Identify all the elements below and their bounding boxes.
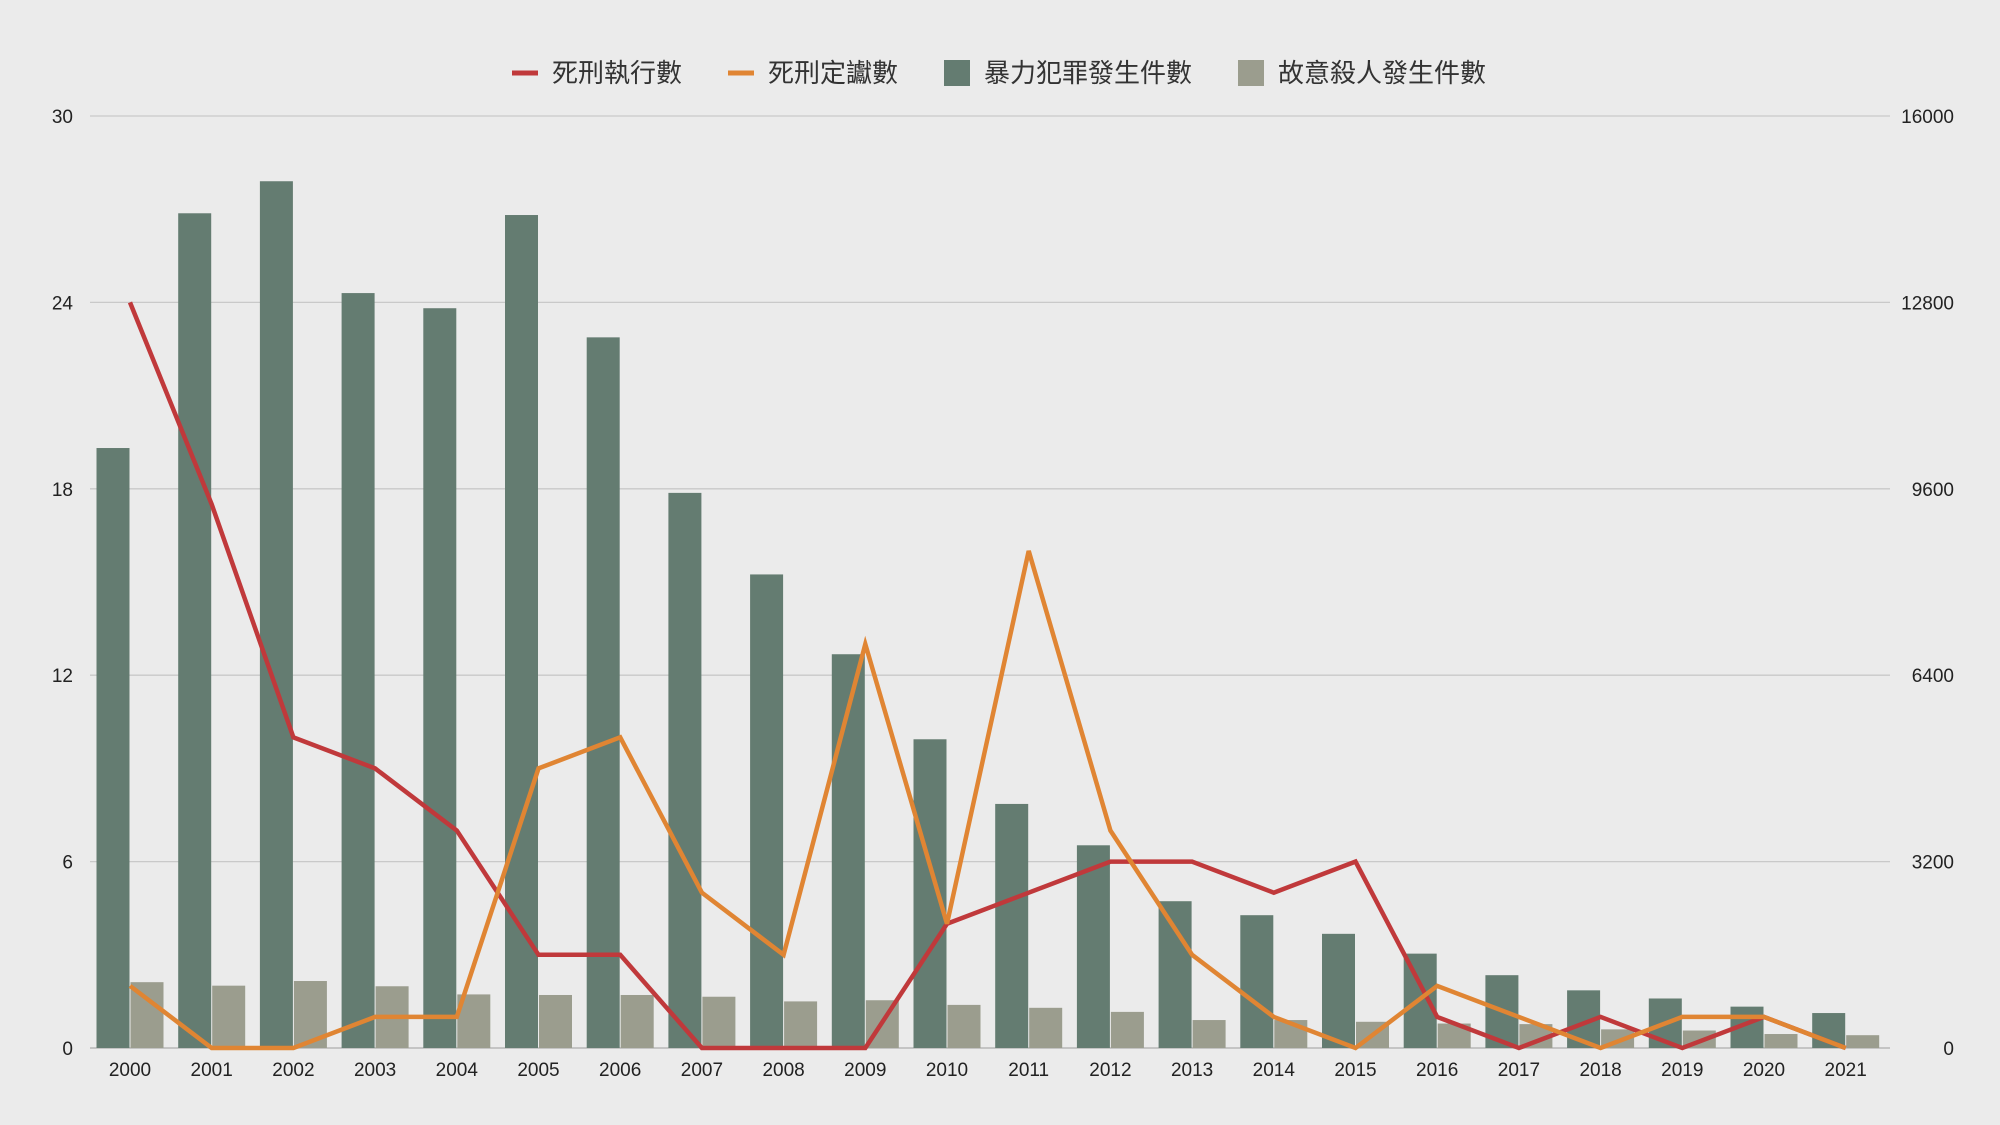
bar-violent-crime (1322, 933, 1355, 1048)
x-tick-label: 2006 (599, 1060, 641, 1081)
chart-lines (127, 301, 1847, 1051)
bar-violent-crime (423, 308, 457, 1049)
bar-homicide (1764, 1034, 1798, 1048)
x-tick-label: 2014 (1253, 1060, 1296, 1081)
bar-homicide (784, 1001, 818, 1048)
bar-homicide (947, 1004, 981, 1048)
y-right-tick-label: 9600 (1912, 480, 1954, 501)
y-right-tick-label: 12800 (1901, 293, 1954, 314)
x-tick-label: 2010 (926, 1060, 968, 1081)
legend-label: 死刑定讞數 (768, 59, 898, 89)
legend-item-violent-crime[interactable]: 暴力犯罪發生件數 (944, 59, 1192, 89)
legend-label: 死刑執行數 (552, 59, 682, 89)
bar-homicide (1029, 1007, 1063, 1048)
y-left-tick-label: 0 (62, 1039, 73, 1060)
y-right-tick-label: 16000 (1901, 107, 1954, 128)
bar-homicide (1846, 1035, 1880, 1048)
chart-bars (96, 181, 1880, 1049)
legend-item-death-sentences[interactable]: 死刑定讞數 (728, 59, 898, 89)
bar-homicide (620, 994, 654, 1048)
bar-homicide (1192, 1020, 1226, 1048)
bar-violent-crime (1076, 845, 1110, 1048)
x-tick-label: 2002 (272, 1060, 314, 1081)
x-tick-label: 2008 (762, 1060, 804, 1081)
legend-label: 暴力犯罪發生件數 (984, 59, 1192, 89)
bar-violent-crime (178, 213, 212, 1049)
x-tick-label: 2013 (1171, 1060, 1213, 1081)
x-tick-label: 2004 (436, 1060, 479, 1081)
bar-violent-crime (341, 293, 375, 1049)
legend-label: 故意殺人發生件數 (1278, 59, 1486, 89)
bar-homicide (1110, 1011, 1144, 1048)
bar-homicide (1519, 1024, 1553, 1048)
bar-violent-crime (586, 337, 620, 1049)
x-tick-label: 2007 (681, 1060, 723, 1081)
y-left-tick-label: 18 (52, 480, 73, 501)
x-tick-label: 2018 (1579, 1060, 1621, 1081)
x-tick-label: 2009 (844, 1060, 886, 1081)
bar-violent-crime (1240, 915, 1274, 1048)
bar-homicide (539, 994, 572, 1048)
y-left-tick-label: 6 (62, 853, 73, 874)
bar-violent-crime (96, 448, 130, 1048)
legend-box-marker (1238, 60, 1264, 86)
bar-violent-crime (750, 574, 784, 1048)
y-left-tick-label: 24 (52, 293, 74, 314)
bar-violent-crime (1158, 901, 1192, 1048)
chart-legend: 死刑執行數 死刑定讞數 暴力犯罪發生件數 故意殺人發生件數 (512, 59, 1486, 89)
x-tick-label: 2019 (1661, 1060, 1703, 1081)
x-tick-label: 2003 (354, 1060, 396, 1081)
legend-item-executions[interactable]: 死刑執行數 (512, 59, 682, 89)
bar-homicide (212, 985, 246, 1048)
x-tick-label: 2020 (1743, 1060, 1785, 1081)
chart-axes: 0 6 12 18 24 30 0 3200 6400 9600 12800 16000 2000 200… (52, 107, 1954, 1081)
y-left-tick-label: 30 (52, 107, 73, 128)
bar-violent-crime (831, 654, 865, 1048)
legend-box-marker (944, 60, 970, 86)
bar-violent-crime (913, 739, 947, 1048)
y-right-tick-label: 0 (1943, 1039, 1954, 1060)
bar-violent-crime (668, 492, 702, 1048)
bar-violent-crime (505, 215, 538, 1048)
line-death-sentences (128, 550, 1847, 1051)
x-tick-label: 2021 (1825, 1060, 1867, 1081)
x-tick-label: 2017 (1498, 1060, 1540, 1081)
x-tick-label: 2016 (1416, 1060, 1458, 1081)
bar-violent-crime (995, 803, 1029, 1048)
x-tick-label: 2001 (191, 1060, 233, 1081)
x-tick-label: 2000 (109, 1060, 151, 1081)
bar-homicide (702, 996, 736, 1048)
x-tick-label: 2011 (1008, 1060, 1049, 1081)
y-left-tick-label: 12 (52, 666, 73, 687)
legend-item-homicide[interactable]: 故意殺人發生件數 (1238, 59, 1486, 89)
x-tick-label: 2012 (1089, 1060, 1131, 1081)
x-tick-label: 2005 (517, 1060, 559, 1081)
x-tick-label: 2015 (1334, 1060, 1376, 1081)
bar-violent-crime (259, 181, 293, 1049)
y-right-tick-label: 3200 (1912, 853, 1954, 874)
y-right-tick-label: 6400 (1912, 666, 1954, 687)
